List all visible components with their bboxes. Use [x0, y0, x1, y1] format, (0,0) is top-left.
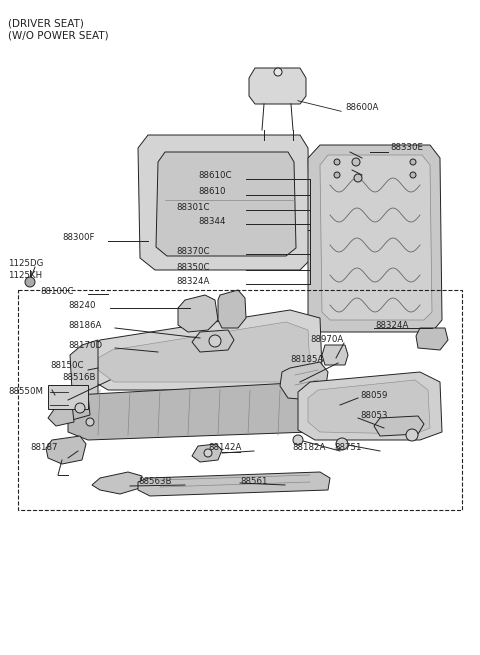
Polygon shape [178, 295, 218, 332]
Text: 88186A: 88186A [68, 320, 101, 329]
Polygon shape [68, 382, 332, 440]
Text: 88301C: 88301C [176, 204, 209, 212]
Text: 88053: 88053 [360, 411, 387, 419]
Text: 88516B: 88516B [62, 373, 96, 383]
Polygon shape [320, 155, 432, 320]
Text: 88187: 88187 [30, 443, 58, 453]
Polygon shape [249, 68, 306, 104]
Polygon shape [308, 145, 442, 332]
Polygon shape [192, 444, 222, 462]
Circle shape [410, 159, 416, 165]
Polygon shape [138, 135, 310, 270]
Circle shape [75, 403, 85, 413]
Polygon shape [192, 330, 234, 352]
Text: 88610: 88610 [198, 187, 226, 196]
Circle shape [274, 68, 282, 76]
Polygon shape [416, 328, 448, 350]
Circle shape [334, 159, 340, 165]
Circle shape [25, 277, 35, 287]
Polygon shape [280, 362, 328, 400]
Polygon shape [98, 322, 310, 382]
Polygon shape [60, 395, 90, 420]
Text: 88751: 88751 [334, 443, 361, 453]
Text: 1125DG: 1125DG [8, 259, 43, 269]
Text: 88300F: 88300F [62, 233, 95, 242]
Text: 88330E: 88330E [390, 143, 423, 153]
Circle shape [410, 172, 416, 178]
Polygon shape [48, 404, 74, 426]
Text: 88324A: 88324A [176, 278, 209, 286]
Polygon shape [88, 310, 322, 390]
Text: 1125KH: 1125KH [8, 272, 42, 280]
Text: 88970A: 88970A [310, 335, 343, 345]
Text: 88610C: 88610C [198, 172, 231, 181]
Text: 88182A: 88182A [292, 443, 325, 453]
Text: 88185A: 88185A [290, 356, 324, 364]
Text: (DRIVER SEAT): (DRIVER SEAT) [8, 18, 84, 28]
Polygon shape [92, 472, 142, 494]
Text: 88150C: 88150C [50, 360, 84, 369]
Text: (W/O POWER SEAT): (W/O POWER SEAT) [8, 30, 108, 40]
Polygon shape [308, 380, 430, 434]
Polygon shape [138, 472, 330, 496]
Bar [18, 290, 462, 510]
Bar [48, 385, 88, 409]
Polygon shape [70, 340, 98, 398]
Text: 88350C: 88350C [176, 263, 209, 272]
Text: 88600A: 88600A [345, 103, 378, 113]
Circle shape [86, 418, 94, 426]
Polygon shape [156, 152, 296, 256]
Text: 88059: 88059 [360, 390, 387, 400]
Text: 88550M: 88550M [8, 388, 43, 396]
Text: 88100C: 88100C [40, 288, 73, 297]
Circle shape [336, 438, 348, 450]
Circle shape [352, 158, 360, 166]
Text: 88170D: 88170D [68, 341, 102, 350]
Text: 88561: 88561 [240, 477, 267, 487]
Circle shape [209, 335, 221, 347]
Text: 88563B: 88563B [138, 477, 171, 487]
Text: 88240: 88240 [68, 301, 96, 310]
Circle shape [204, 449, 212, 457]
Text: 88344: 88344 [198, 217, 226, 227]
Polygon shape [298, 372, 442, 440]
Text: 88142A: 88142A [208, 443, 241, 453]
Polygon shape [322, 345, 348, 365]
Polygon shape [218, 290, 246, 328]
Circle shape [293, 435, 303, 445]
Polygon shape [374, 416, 424, 436]
Circle shape [406, 429, 418, 441]
Polygon shape [46, 436, 86, 464]
Text: 88324A: 88324A [375, 320, 408, 329]
Circle shape [334, 172, 340, 178]
Text: 88370C: 88370C [176, 248, 209, 257]
Circle shape [354, 174, 362, 182]
